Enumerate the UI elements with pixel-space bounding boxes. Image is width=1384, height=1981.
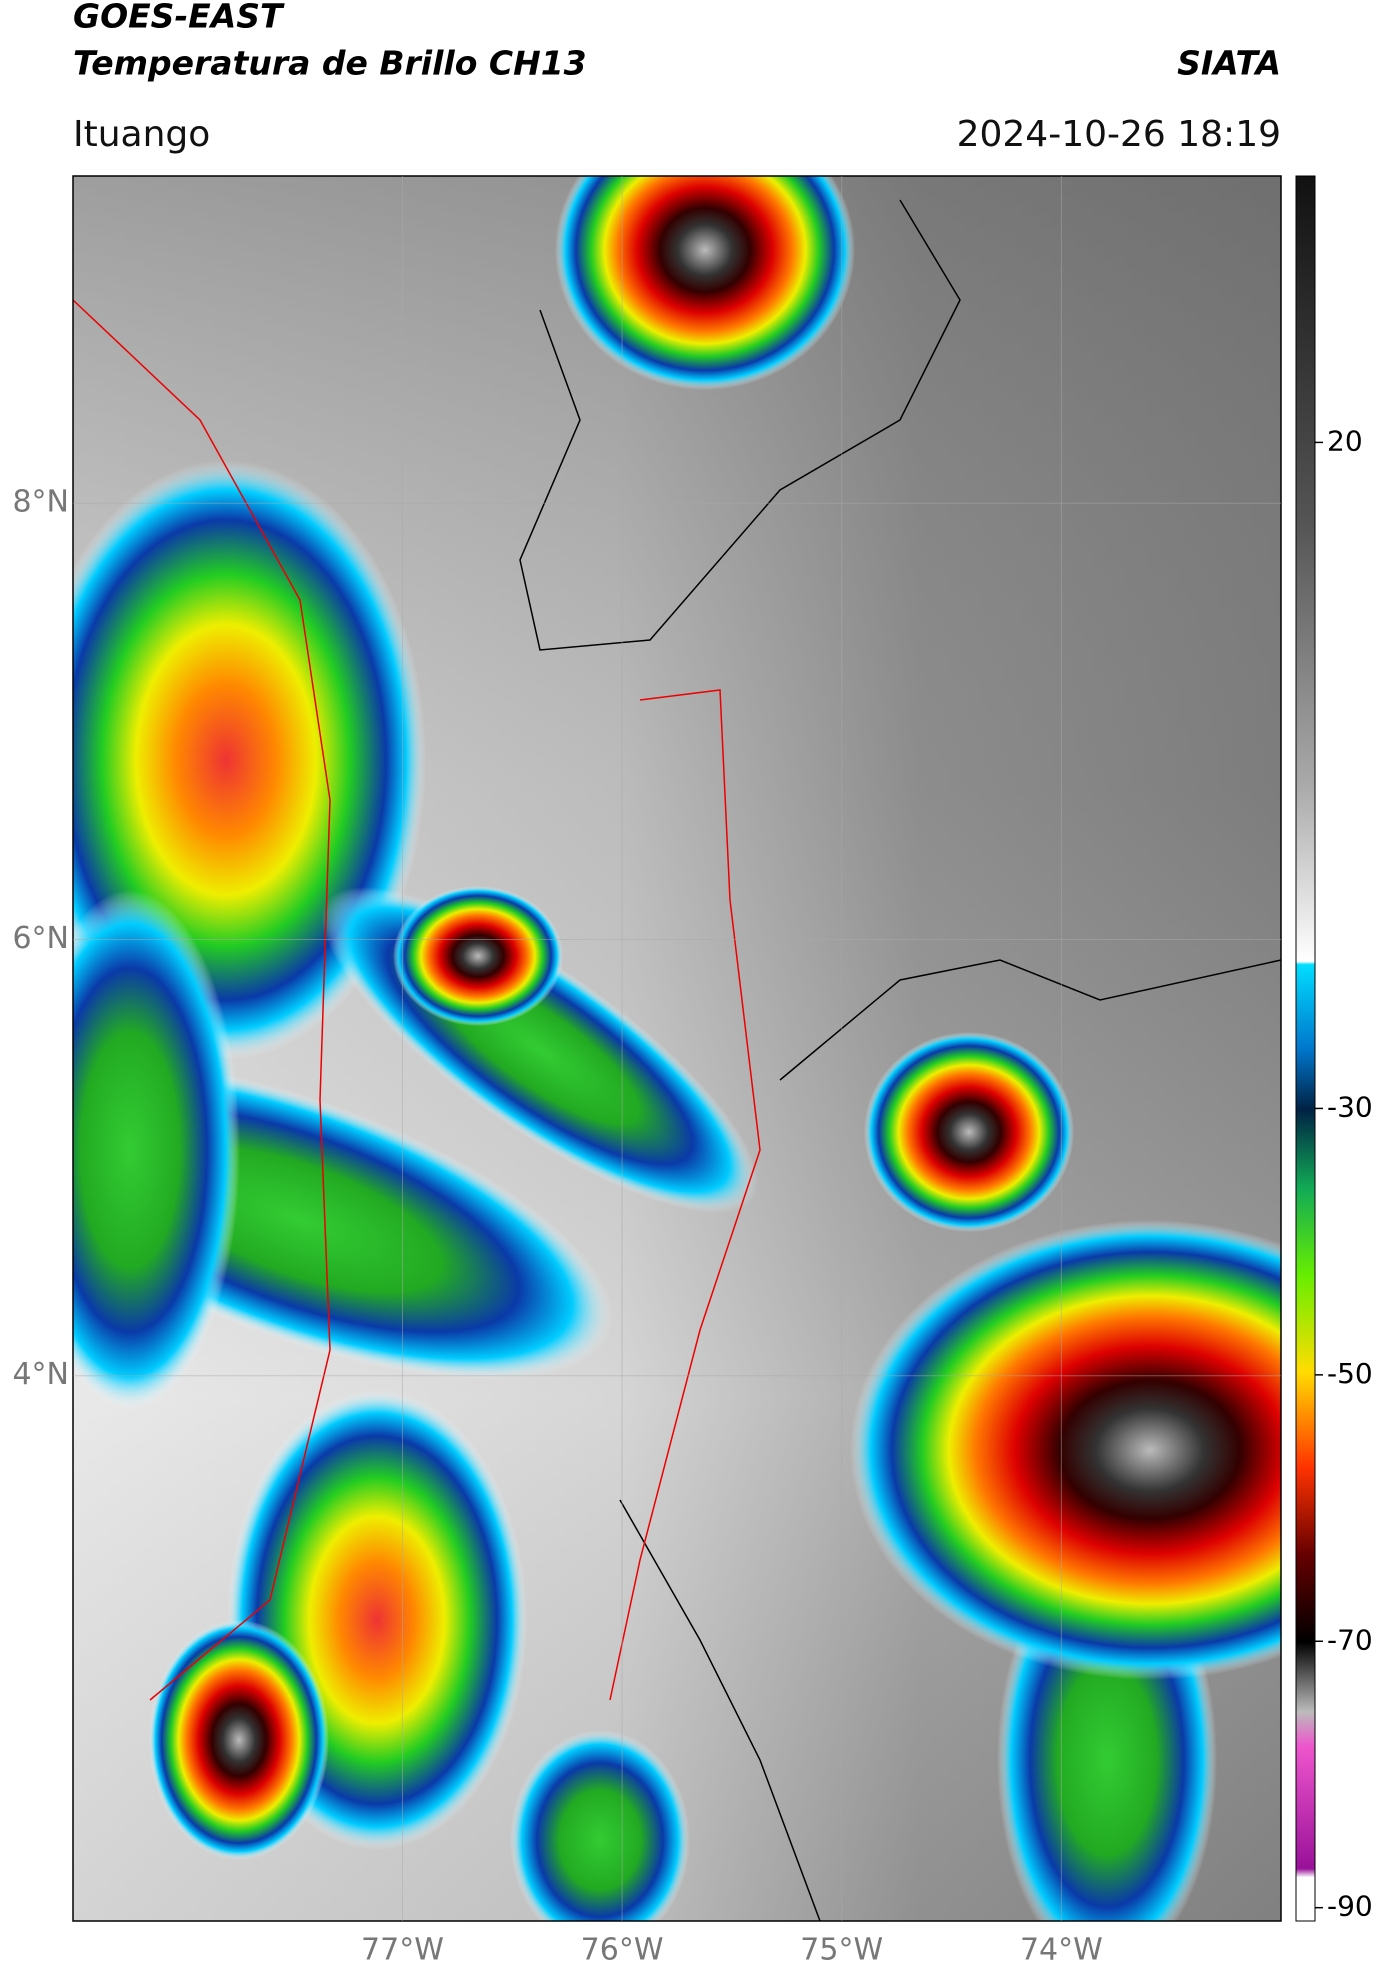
x-tick-label: 75°W xyxy=(800,1933,883,1968)
colorbar-tick-label: -90 xyxy=(1327,1890,1373,1923)
graticule: 77°W 76°W 75°W 74°W 8°N 6°N 4°N xyxy=(12,176,1281,1968)
colorbar-tick-label: 20 xyxy=(1327,424,1363,457)
colorbar xyxy=(1295,175,1316,1922)
y-tick-label: 6°N xyxy=(12,921,69,956)
subtitle: Temperatura de Brillo CH13 xyxy=(73,44,587,83)
map-frame xyxy=(72,175,1282,1922)
location: Ituango xyxy=(73,114,210,155)
x-tick-label: 74°W xyxy=(1020,1933,1103,1968)
datetime: 2024-10-26 18:19 xyxy=(957,114,1281,155)
source: SIATA xyxy=(1177,44,1281,83)
colorbar-tick-label: -50 xyxy=(1327,1357,1373,1390)
colorbar-ticks: 20 -30 -50 -70 -90 xyxy=(1315,424,1373,1923)
satellite-image xyxy=(73,176,1281,1921)
y-tick-label: 4°N xyxy=(12,1357,69,1392)
x-tick-label: 77°W xyxy=(361,1933,444,1968)
y-tick-label: 8°N xyxy=(12,485,69,520)
title: GOES-EAST xyxy=(73,0,285,36)
colorbar-tick-label: -70 xyxy=(1327,1623,1373,1656)
colorbar-tick-label: -30 xyxy=(1327,1090,1373,1123)
x-tick-label: 76°W xyxy=(581,1933,664,1968)
